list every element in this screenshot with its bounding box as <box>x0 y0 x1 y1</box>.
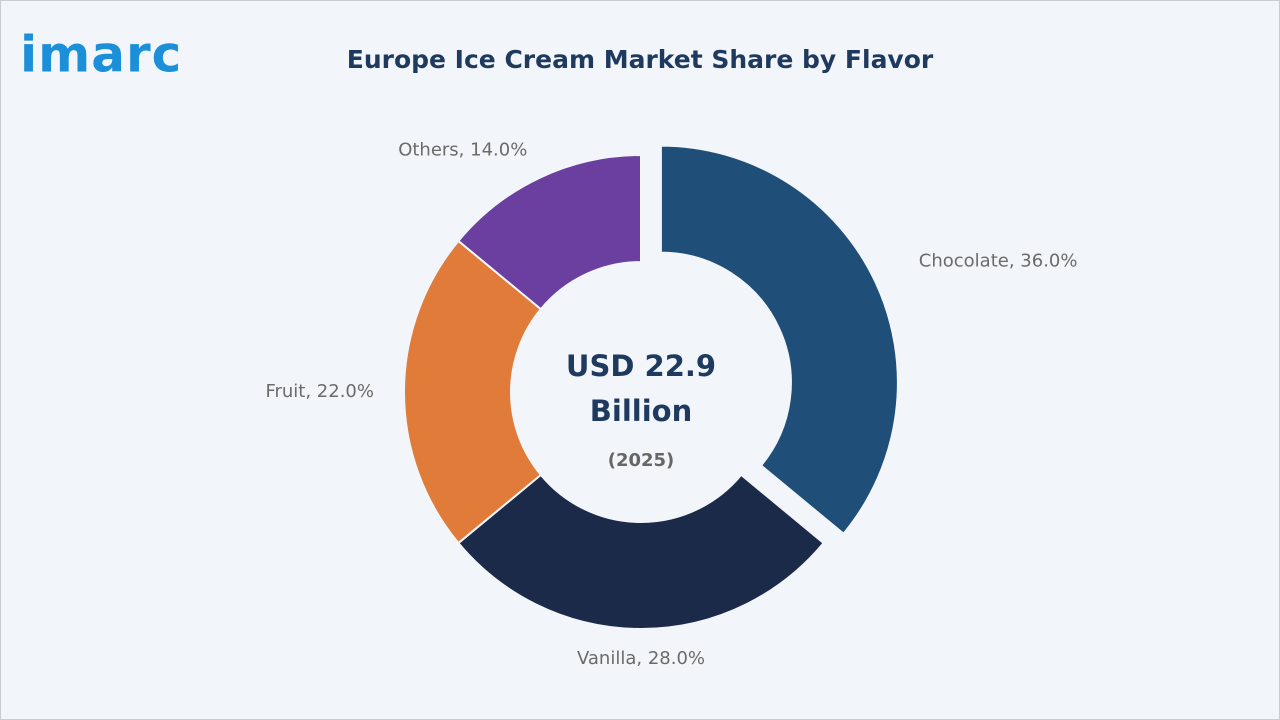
donut-slice <box>659 144 899 536</box>
slice-label: Vanilla, 28.0% <box>577 648 705 669</box>
donut-slice <box>456 153 642 311</box>
donut-slice <box>403 239 543 545</box>
center-text: Billion <box>590 394 692 428</box>
donut-slice <box>456 473 826 630</box>
slice-label: Fruit, 22.0% <box>265 381 374 402</box>
center-text: USD 22.9 <box>566 349 716 383</box>
center-subtext: (2025) <box>608 450 675 471</box>
slice-label: Chocolate, 36.0% <box>919 250 1078 271</box>
chart-title: Europe Ice Cream Market Share by Flavor <box>347 45 934 74</box>
logo: imarc <box>20 26 182 84</box>
slice-label: Others, 14.0% <box>398 139 527 160</box>
